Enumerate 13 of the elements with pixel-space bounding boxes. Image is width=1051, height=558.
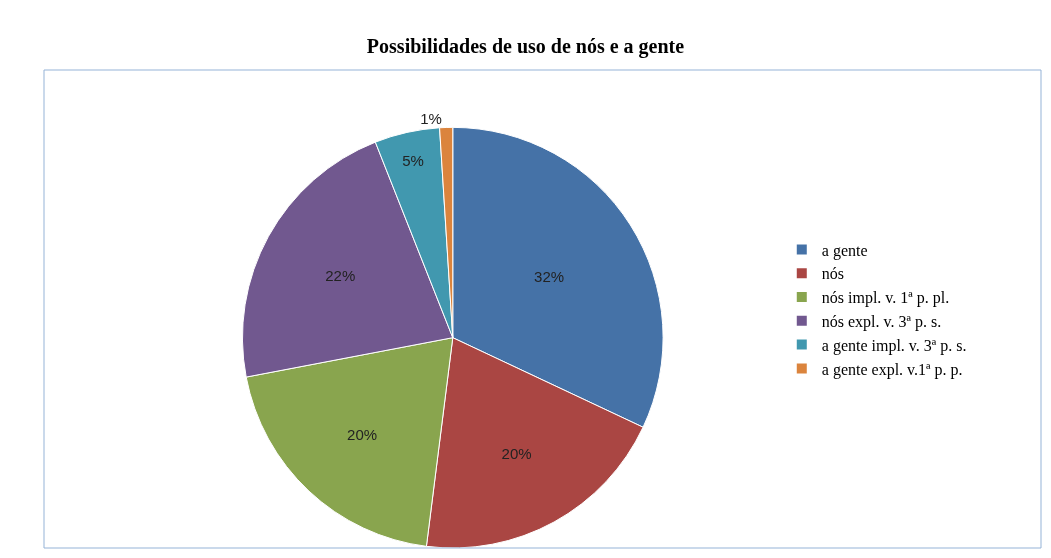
data-label: 20% [501,445,532,463]
legend-label: nós impl. v. 1ª p. pl. [821,289,950,308]
data-label: 32% [534,268,565,286]
chart-title: Possibilidades de uso de nós e a gente [366,35,685,59]
data-label: 20% [347,425,378,443]
legend-label: a gente expl. v.1ª p. p. [821,360,963,379]
legend-label: a gente impl. v. 3ª p. s. [821,336,967,355]
data-label: 5% [402,151,424,169]
legend-label: nós [821,265,845,283]
data-label: 1% [420,110,442,128]
legend-label: a gente [821,241,868,260]
legend-label: nós expl. v. 3ª p. s. [821,313,942,332]
data-label: 22% [325,267,356,285]
